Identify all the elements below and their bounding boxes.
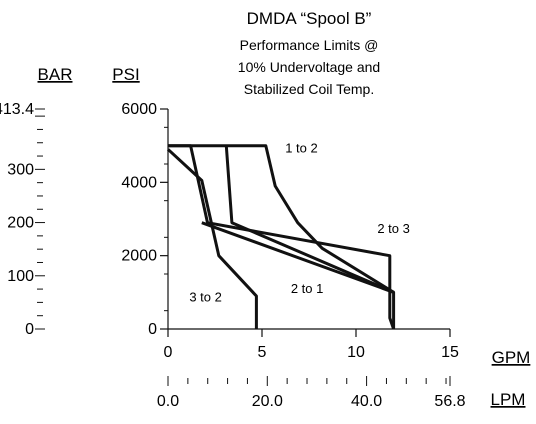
y-axis-tick-label: 4000 [121,174,157,191]
x-axis-tick-label: 5 [258,344,267,361]
y-axis-title: PSI [112,65,139,84]
series-line-2 [168,144,396,330]
series-line-3 [224,145,395,294]
y-axis-tick-label: 0 [148,321,157,338]
y2-axis-tick-label: 0 [25,321,34,338]
series-line-4 [166,148,258,329]
x-axis-tick-label: 10 [347,344,365,361]
series-annotation: 1 to 2 [285,140,318,155]
x2-axis-title: LPM [491,390,526,409]
chart-subtitle-line-1: Performance Limits @ [240,37,379,53]
series-annotation: 2 to 1 [291,281,324,296]
y2-axis-title: BAR [38,65,73,84]
x2-axis-tick-label: 40.0 [351,393,382,410]
series-annotation: 3 to 2 [189,290,222,305]
y2-axis-tick-label: 300 [7,161,34,178]
x-axis-tick-label: 0 [164,344,173,361]
series-layer [166,144,396,330]
y-axis-tick-label: 6000 [121,101,157,118]
axes-layer: 0 2000 4000 6000 0 5 10 15 0 100 200 300 413.4 0.0 20.… [0,101,466,410]
axis-titles: BAR PSI GPM LPM [38,65,531,409]
annotation-layer: 1 to 2 2 to 3 2 to 1 3 to 2 [189,140,410,304]
x2-axis-tick-label: 0.0 [157,393,179,410]
y2-axis-tick-label: 100 [7,268,34,285]
y2-axis-tick-label: 200 [7,215,34,232]
x-axis-tick-label: 15 [441,344,459,361]
series-line-5 [201,221,396,329]
x-axis-title: GPM [492,348,531,367]
chart-title-group: DMDA “Spool B” Performance Limits @ 10% … [238,9,380,97]
chart-title: DMDA “Spool B” [247,9,372,28]
x2-axis-tick-label: 56.8 [434,393,465,410]
series-annotation: 2 to 3 [377,221,410,236]
chart-subtitle-line-2: 10% Undervoltage and [238,59,380,75]
y-axis-tick-label: 2000 [121,248,157,265]
chart-subtitle-line-3: Stabilized Coil Temp. [244,81,374,97]
series-line-1 [168,144,395,294]
y2-axis-tick-label: 413.4 [0,101,34,118]
x2-axis-tick-label: 20.0 [252,393,283,410]
